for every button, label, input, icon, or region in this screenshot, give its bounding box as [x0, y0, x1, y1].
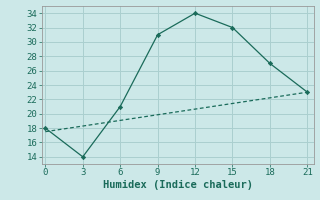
X-axis label: Humidex (Indice chaleur): Humidex (Indice chaleur) — [103, 180, 252, 190]
